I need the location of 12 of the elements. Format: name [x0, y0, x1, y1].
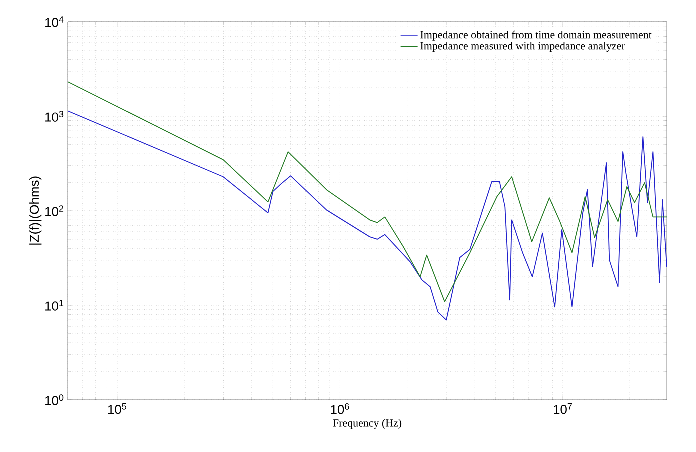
y-tick-label: 10$^{1}$ [46, 300, 64, 311]
x-tick-label: 10$^{5}$ [108, 404, 127, 414]
x-tick-label: 10$^{6}$ [331, 404, 350, 414]
y-tick-label: 10$^{4}$ [46, 16, 64, 28]
y-axis-title: |Z(f)|(Ohms) [30, 176, 42, 245]
y-tick-label: 10$^{0}$ [46, 394, 64, 406]
legend-label: Impedance obtained from time domain measurement [420, 30, 652, 41]
x-axis-title: Frequency (Hz) [333, 419, 402, 430]
legend-label: Impedance measured with impedance analyzer [420, 42, 626, 52]
x-tick-label: 10$^{7}$ [554, 404, 572, 414]
y-tick-label: 10$^{3}$ [46, 111, 64, 122]
y-tick-label: 10$^{2}$ [46, 206, 64, 216]
